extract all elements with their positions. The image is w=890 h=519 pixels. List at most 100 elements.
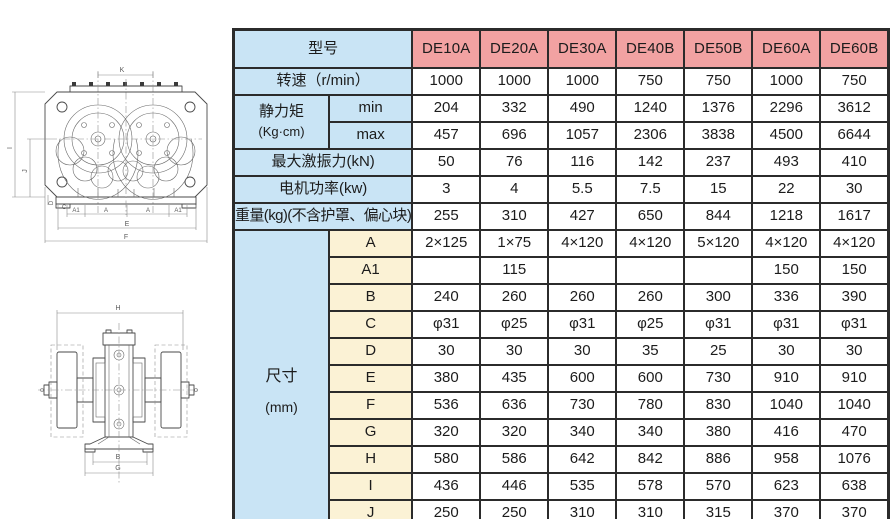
value-cell: 457 — [411, 121, 482, 150]
table-row: 型号 DE10A DE20A DE30A DE40B DE50B DE60A DE60B — [232, 28, 890, 69]
value-cell: 204 — [411, 94, 482, 123]
table-row: E 380 435 600 600 730 910 910 — [234, 364, 890, 393]
table-row: 转速（r/min） 1000 1000 1000 750 750 1000 750 — [232, 67, 890, 96]
table-row: 静力矩 (Kg·cm) min 204 332 490 1240 1376 2296 3612 — [232, 94, 890, 150]
value-cell: 3 — [411, 175, 482, 204]
model-cell: DE60A — [751, 28, 822, 69]
dim-key-cell: G — [327, 418, 414, 447]
value-cell: 427 — [547, 202, 618, 231]
table-row: G 320 320 340 340 380 416 470 — [234, 418, 890, 447]
value-cell: 1617 — [819, 202, 890, 231]
value-cell: 255 — [411, 202, 482, 231]
eccentric-weights — [55, 136, 196, 200]
dim-key-cell: J — [327, 499, 414, 519]
value-cell: 470 — [819, 418, 890, 447]
value-cell: 910 — [751, 364, 822, 393]
value-cell: 570 — [683, 472, 754, 501]
row-label-min: min — [327, 94, 414, 123]
value-cell: 3838 — [683, 121, 754, 150]
value-cell: 435 — [479, 364, 550, 393]
model-cell: DE30A — [547, 28, 618, 69]
value-cell: φ25 — [615, 310, 686, 339]
value-cell: 310 — [547, 499, 618, 519]
value-cell: 310 — [615, 499, 686, 519]
table-row: H 580 586 642 842 886 958 1076 — [234, 445, 890, 474]
value-cell: 320 — [479, 418, 550, 447]
value-cell: 5.5 — [547, 175, 618, 204]
value-cell: 25 — [683, 337, 754, 366]
value-cell: φ25 — [479, 310, 550, 339]
value-cell: 536 — [411, 391, 482, 420]
value-cell: 1218 — [751, 202, 822, 231]
value-cell: 332 — [479, 94, 550, 123]
row-label-exciting-force: 最大激振力(kN) — [232, 148, 414, 177]
dim-key-cell: A — [327, 229, 414, 258]
dim-key-cell: F — [327, 391, 414, 420]
value-cell: 1240 — [615, 94, 686, 123]
side-view-drawing: H B G — [38, 305, 200, 485]
value-cell — [683, 256, 754, 285]
dim-label-f: F — [124, 234, 128, 241]
value-cell: 300 — [683, 283, 754, 312]
dimension-lines — [12, 72, 208, 243]
model-cell: DE10A — [411, 28, 482, 69]
value-cell: 320 — [411, 418, 482, 447]
value-cell — [615, 256, 686, 285]
value-cell: 315 — [683, 499, 754, 519]
value-cell: 30 — [547, 337, 618, 366]
rail-bolts — [72, 82, 178, 86]
value-cell: 730 — [683, 364, 754, 393]
value-cell: 910 — [819, 364, 890, 393]
model-cell: DE20A — [479, 28, 550, 69]
row-label-max: max — [327, 121, 414, 150]
value-cell: 638 — [819, 472, 890, 501]
value-cell: 623 — [751, 472, 822, 501]
value-cell: 30 — [479, 337, 550, 366]
value-cell: 2306 — [615, 121, 686, 150]
dim-label-i: I — [7, 147, 14, 149]
table-row: 最大激振力(kN) 50 76 116 142 237 493 410 — [232, 148, 890, 177]
value-cell: 730 — [547, 391, 618, 420]
front-view-drawing: K I J D C A1 A A A1 E F — [7, 67, 208, 243]
value-cell: 50 — [411, 148, 482, 177]
dim-key-cell: E — [327, 364, 414, 393]
value-cell: 3612 — [819, 94, 890, 123]
table-row: D 30 30 30 35 25 30 30 — [234, 337, 890, 366]
spec-table-body: 型号 DE10A DE20A DE30A DE40B DE50B DE60A DE60B 转速（… — [232, 28, 890, 519]
value-cell: 30 — [819, 337, 890, 366]
dim-key-cell: C — [327, 310, 414, 339]
table-row: B 240 260 260 260 300 336 390 — [234, 283, 890, 312]
dim-label-d: D — [49, 200, 55, 205]
row-label-static-moment: 静力矩 (Kg·cm) — [232, 94, 330, 150]
model-header-cell: 型号 — [232, 28, 414, 69]
value-cell: 35 — [615, 337, 686, 366]
dimension-lines — [56, 310, 184, 476]
dim-label-a-left: A — [104, 208, 108, 214]
value-cell: φ31 — [819, 310, 890, 339]
table-row: 电机功率(kw) 3 4 5.5 7.5 15 22 30 — [232, 175, 890, 204]
table-row: A1 115 150 150 — [234, 256, 890, 285]
model-cell: DE50B — [683, 28, 754, 69]
value-cell: 4500 — [751, 121, 822, 150]
value-cell: 260 — [479, 283, 550, 312]
value-cell: 6644 — [819, 121, 890, 150]
dim-key-cell: A1 — [327, 256, 414, 285]
value-cell: 446 — [479, 472, 550, 501]
dim-key-cell: I — [327, 472, 414, 501]
dim-key-cell: D — [327, 337, 414, 366]
value-cell: 250 — [479, 499, 550, 519]
value-cell: 2×125 — [411, 229, 482, 258]
value-cell: 750 — [683, 67, 754, 96]
value-cell: 116 — [547, 148, 618, 177]
value-cell: 1000 — [411, 67, 482, 96]
value-cell: 1000 — [479, 67, 550, 96]
dim-key-cell: B — [327, 283, 414, 312]
value-cell: 336 — [751, 283, 822, 312]
value-cell: 642 — [547, 445, 618, 474]
value-cell: 2296 — [751, 94, 822, 123]
model-cell: DE60B — [819, 28, 890, 69]
value-cell: 76 — [479, 148, 550, 177]
dim-label-c: C — [62, 205, 67, 211]
value-cell: 830 — [683, 391, 754, 420]
value-cell: 580 — [411, 445, 482, 474]
